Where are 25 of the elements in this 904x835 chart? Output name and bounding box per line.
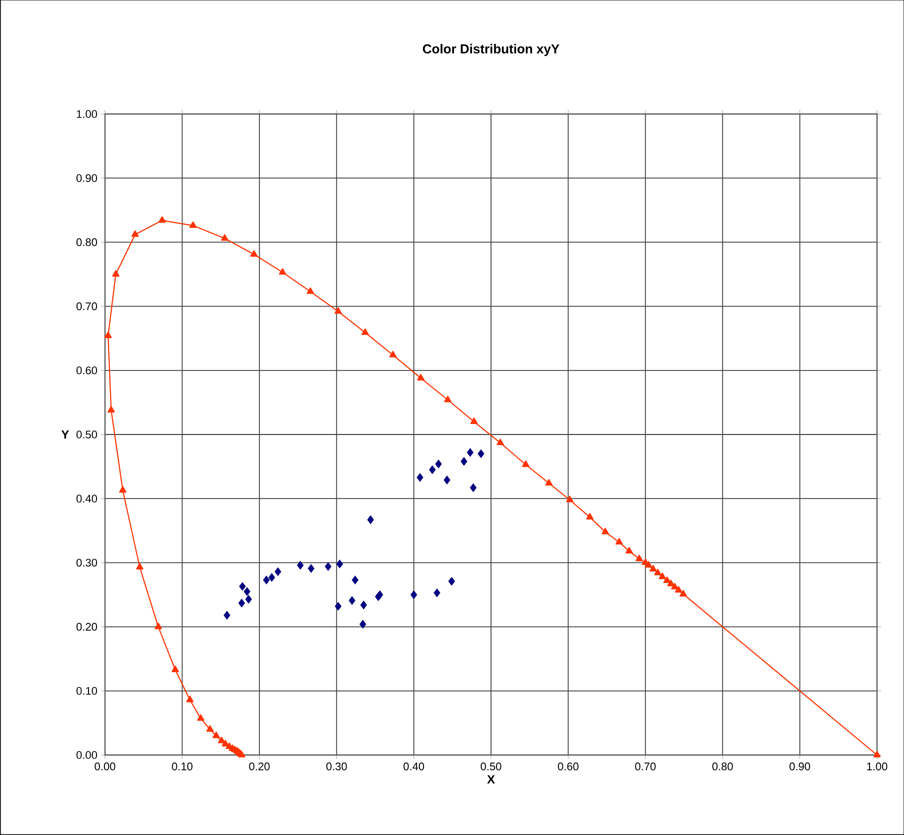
y-axis-title: Y <box>61 430 69 439</box>
y-tick-label: 0.30 <box>76 558 98 567</box>
x-tick-label: 0.50 <box>480 762 502 770</box>
x-tick-label: 0.40 <box>404 762 424 770</box>
y-tick-label: 0.20 <box>76 622 98 631</box>
y-tick-label: 0.80 <box>76 238 98 246</box>
x-tick-label: 0.70 <box>635 762 656 770</box>
y-tick-label: 0.70 <box>76 302 98 310</box>
x-tick-label: 0.90 <box>790 762 810 770</box>
x-tick-label: 0.80 <box>712 762 733 770</box>
x-axis-title: X <box>487 775 495 784</box>
y-tick-label: 0.00 <box>76 751 98 759</box>
x-tick-label: 0.00 <box>94 762 116 770</box>
y-tick-label: 0.50 <box>76 430 98 438</box>
chart-title: Color Distribution xyY <box>422 44 560 56</box>
x-tick-label: 0.30 <box>326 762 347 770</box>
y-tick-label: 1.00 <box>76 110 98 118</box>
x-tick-label: 0.60 <box>558 762 578 770</box>
y-tick-label: 0.10 <box>76 687 98 695</box>
x-tick-label: 0.10 <box>172 762 192 770</box>
y-tick-label: 0.40 <box>76 494 98 502</box>
y-tick-label: 0.60 <box>76 366 98 374</box>
x-tick-label: 0.20 <box>249 762 270 770</box>
x-tick-label: 1.00 <box>867 762 888 770</box>
y-tick-label: 0.90 <box>76 174 98 182</box>
